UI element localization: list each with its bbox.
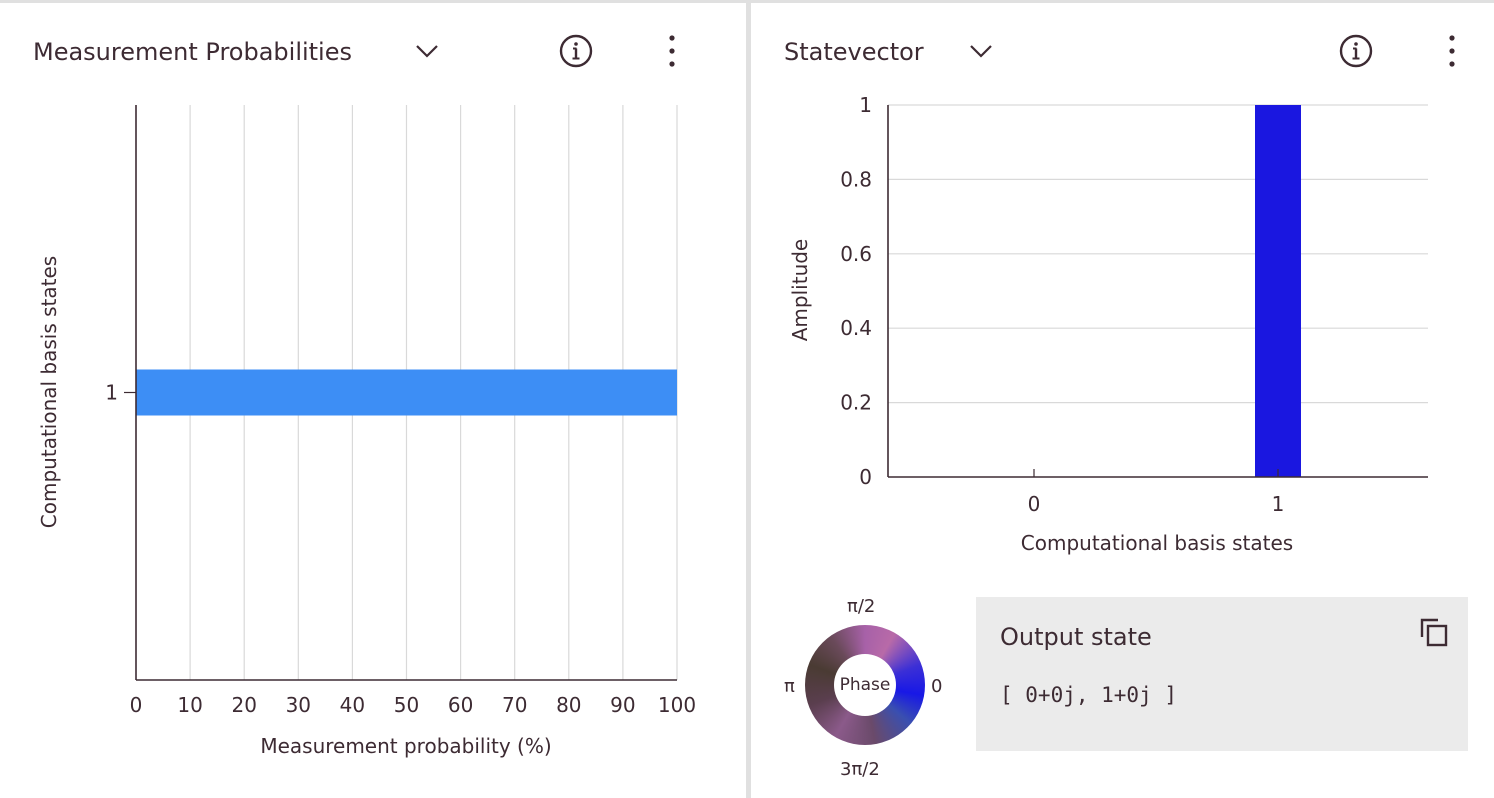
prob-bar[interactable]	[136, 369, 677, 416]
sv-bar[interactable]	[1255, 105, 1301, 477]
copy-icon	[1420, 618, 1448, 647]
sv-y-tick-label: 0.2	[840, 391, 872, 415]
prob-x-tick-label: 40	[340, 693, 365, 717]
statevector-more-button[interactable]	[1442, 33, 1462, 69]
measurement-info-button[interactable]	[558, 33, 594, 69]
measurement-panel-header: Measurement Probabilities	[33, 30, 352, 74]
prob-x-tick-label: 10	[177, 693, 202, 717]
phase-wheel-hole	[834, 654, 896, 716]
sv-y-tick-label: 0	[859, 465, 872, 489]
phase-color-wheel: π/2 π 0 3π/2 Phase	[780, 592, 950, 782]
phase-label-three-pi-half: 3π/2	[840, 759, 880, 780]
statevector-panel-header: Statevector	[784, 30, 924, 74]
phase-label-pi-half: π/2	[847, 596, 876, 617]
sv-x-tick-label: 0	[1028, 492, 1041, 516]
sv-y-tick-label: 0.4	[840, 316, 872, 340]
info-icon	[1339, 34, 1373, 68]
prob-x-axis-label: Measurement probability (%)	[260, 734, 551, 758]
output-state-value: [ 0+0j, 1+0j ]	[1000, 683, 1178, 707]
sv-x-tick-label: 1	[1272, 492, 1285, 516]
chevron-down-icon	[970, 45, 992, 58]
overflow-menu-vertical-icon	[669, 35, 675, 67]
prob-x-tick-label: 30	[286, 693, 311, 717]
measurement-view-dropdown-button[interactable]	[412, 36, 442, 66]
statevector-view-dropdown-button[interactable]	[966, 36, 996, 66]
prob-x-tick-label: 20	[231, 693, 256, 717]
statevector-amplitude-chart: 0 0.2 0.4 0.6 0.8 1 0 1 Computational basis sta…	[788, 93, 1428, 555]
chevron-down-icon	[416, 45, 438, 58]
prob-x-tick-label: 70	[502, 693, 527, 717]
prob-y-tick-label: 1	[105, 381, 118, 405]
output-state-title: Output state	[1000, 623, 1152, 651]
prob-x-tick-label: 50	[394, 693, 419, 717]
prob-x-tick-label: 0	[130, 693, 143, 717]
prob-x-tick-label: 80	[556, 693, 581, 717]
sv-y-tick-label: 1	[859, 93, 872, 117]
measurement-probability-chart: 0 10 20 30 40 50 60 70 80 90 100 1 Measurement prob…	[37, 105, 696, 758]
phase-label-zero: 0	[931, 676, 943, 697]
phase-label-pi: π	[784, 676, 795, 697]
copy-output-button[interactable]	[1416, 615, 1452, 651]
measurement-more-button[interactable]	[662, 33, 682, 69]
prob-x-tick-label: 90	[610, 693, 635, 717]
prob-x-tick-label: 100	[658, 693, 696, 717]
info-icon	[559, 34, 593, 68]
prob-y-axis-label: Computational basis states	[37, 256, 61, 528]
sv-y-axis-label: Amplitude	[788, 239, 812, 342]
sv-y-tick-label: 0.6	[840, 242, 872, 266]
statevector-panel-title: Statevector	[784, 38, 924, 66]
prob-x-tick-label: 60	[448, 693, 473, 717]
overflow-menu-vertical-icon	[1449, 35, 1455, 67]
measurement-panel-title: Measurement Probabilities	[33, 38, 352, 66]
output-state-card: Output state [ 0+0j, 1+0j ]	[976, 597, 1468, 751]
panel-divider[interactable]	[746, 0, 751, 798]
phase-wheel-center-label: Phase	[839, 675, 891, 695]
sv-x-axis-label: Computational basis states	[1021, 531, 1293, 555]
statevector-info-button[interactable]	[1338, 33, 1374, 69]
sv-y-tick-label: 0.8	[840, 167, 872, 191]
